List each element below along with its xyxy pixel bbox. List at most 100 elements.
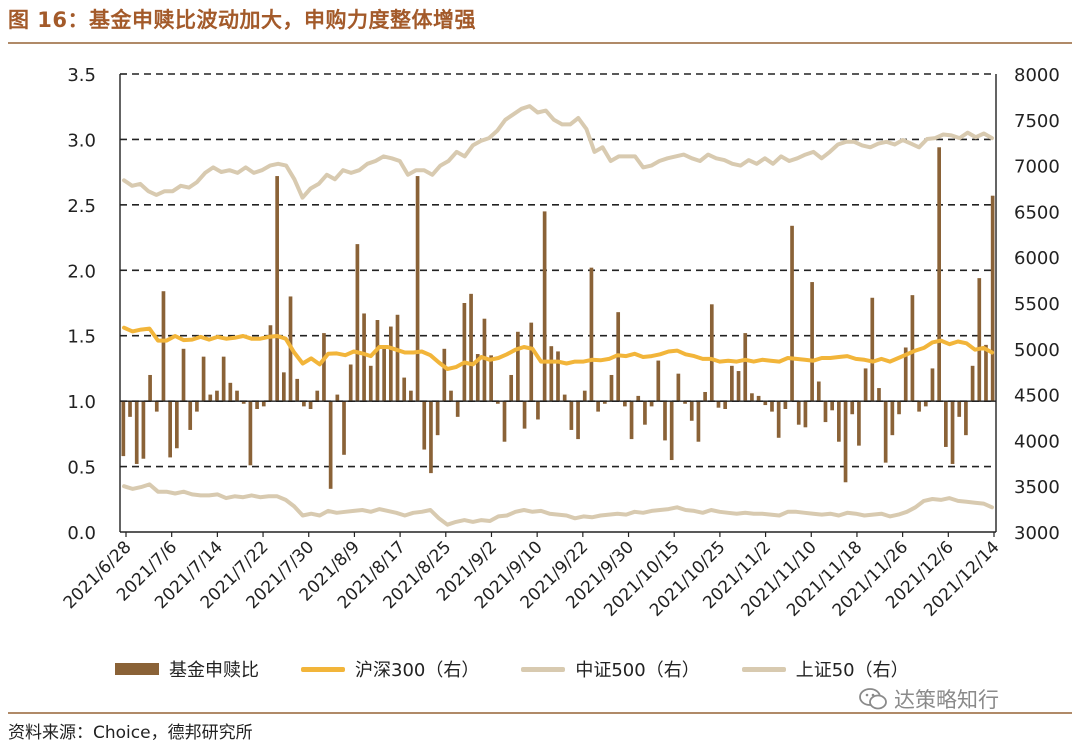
bar-fund-ratio: [623, 401, 627, 407]
bar-fund-ratio: [449, 390, 453, 402]
bar-fund-ratio: [796, 401, 801, 425]
chart-legend: 基金申赎比 沪深300（右） 中证500（右） 上证50（右）: [115, 656, 951, 682]
bar-fund-ratio: [823, 401, 828, 423]
bar-fund-ratio: [810, 282, 814, 402]
bar-fund-ratio: [161, 291, 166, 402]
y-right-tick-label: 4000: [1014, 431, 1060, 452]
bar-fund-ratio: [917, 401, 921, 412]
bar-fund-ratio: [850, 401, 855, 415]
bar-fund-ratio: [937, 147, 941, 402]
bar-fund-ratio: [870, 297, 875, 402]
watermark-text: 达策略知行: [894, 688, 999, 712]
bar-fund-ratio: [990, 195, 995, 402]
legend-label: 中证500（右）: [575, 660, 700, 681]
bar-fund-ratio: [462, 303, 467, 402]
bar-fund-ratio: [923, 401, 928, 407]
bar-fund-ratio: [964, 401, 968, 436]
bar-fund-ratio: [516, 331, 520, 402]
bar-fund-ratio: [596, 401, 600, 412]
bar-fund-ratio: [435, 401, 440, 436]
bar-fund-ratio: [977, 278, 982, 402]
bar-fund-ratio: [897, 401, 901, 415]
legend-item-sz50: 上证50（右）: [741, 656, 909, 682]
bar-fund-ratio: [522, 401, 527, 429]
bar-fund-ratio: [910, 295, 915, 402]
bar-fund-ratio: [148, 374, 152, 402]
bar-fund-ratio: [736, 371, 741, 402]
bar-fund-ratio: [549, 346, 554, 402]
bar-fund-ratio: [388, 326, 393, 402]
bar-fund-ratio: [248, 401, 253, 466]
bar-fund-ratio: [783, 401, 788, 409]
bar-fund-ratio: [743, 333, 748, 402]
bar-fund-ratio: [509, 374, 514, 402]
bar-fund-ratio: [656, 360, 661, 402]
y-right-tick-label: 3000: [1014, 523, 1060, 544]
bar-fund-ratio: [228, 382, 233, 402]
bar-fund-ratio: [984, 344, 988, 402]
watermark: 达策略知行: [858, 684, 999, 714]
bar-fund-ratio: [328, 401, 333, 489]
wechat-icon: [859, 688, 887, 710]
y-left-tick-label: 0.5: [67, 458, 96, 479]
bar-fund-ratio: [395, 314, 400, 402]
bar-fund-ratio: [261, 401, 266, 407]
bar-fund-ratio: [683, 401, 687, 404]
legend-line-swatch: [521, 666, 566, 672]
bar-fund-ratio: [609, 374, 614, 402]
bar-fund-ratio: [502, 401, 507, 442]
bar-fund-ratio: [208, 394, 213, 402]
bar-fund-ratio: [536, 401, 540, 420]
bar-fund-ratio: [308, 401, 313, 409]
bar-fund-ratio: [776, 401, 781, 438]
title-divider: [8, 42, 1072, 44]
bar-fund-ratio: [235, 390, 239, 402]
line-sz50: [122, 482, 994, 527]
bar-fund-ratio: [903, 347, 908, 402]
source-note: 资料来源：Choice，德邦研究所: [8, 723, 253, 743]
legend-item-hs300: 沪深300（右）: [301, 656, 479, 682]
bar-fund-ratio: [716, 401, 721, 408]
bar-fund-ratio: [469, 293, 473, 402]
line-hs300: [122, 325, 994, 371]
bar-fund-ratio: [154, 401, 159, 412]
bar-fund-ratio: [803, 401, 808, 428]
bar-fund-ratio: [455, 401, 460, 417]
y-right-tick-label: 4500: [1014, 386, 1060, 407]
bar-fund-ratio: [168, 401, 172, 458]
bar-fund-ratio: [676, 373, 681, 402]
bar-fund-ratio: [643, 401, 647, 425]
bar-fund-ratio: [255, 401, 259, 409]
bar-fund-ratio: [930, 368, 935, 402]
bar-fund-ratio: [322, 333, 326, 402]
legend-line-swatch: [741, 666, 786, 672]
bar-fund-ratio: [629, 401, 634, 440]
legend-label: 上证50（右）: [795, 660, 909, 681]
bar-fund-ratio: [763, 401, 768, 406]
bar-fund-ratio: [215, 390, 219, 402]
bar-fund-ratio: [495, 401, 500, 404]
bar-fund-ratio: [302, 401, 306, 407]
bar-fund-ratio: [669, 401, 674, 461]
y-left-tick-label: 3.5: [67, 65, 96, 86]
bar-fund-ratio: [409, 390, 413, 402]
bar-fund-ratio: [181, 348, 186, 402]
bar-fund-ratio: [415, 176, 420, 402]
bar-fund-ratio: [843, 401, 848, 483]
bar-fund-ratio: [890, 401, 895, 436]
bar-fund-ratio: [883, 401, 888, 463]
bar-fund-ratio: [188, 401, 193, 430]
bar-fund-ratio: [663, 401, 667, 441]
bar-fund-ratio: [529, 322, 534, 402]
bar-fund-ratio: [275, 176, 279, 402]
bar-fund-ratio: [128, 401, 132, 417]
bar-fund-ratio: [723, 401, 728, 409]
y-left-tick-label: 3.0: [67, 130, 96, 151]
bar-fund-ratio: [582, 390, 587, 402]
bar-fund-ratio: [562, 394, 567, 402]
y-right-tick-label: 6500: [1014, 202, 1060, 223]
legend-label: 基金申赎比: [169, 660, 259, 681]
bar-fund-ratio: [429, 401, 433, 474]
bar-fund-ratio: [355, 244, 360, 402]
bar-fund-ratio: [756, 395, 761, 402]
